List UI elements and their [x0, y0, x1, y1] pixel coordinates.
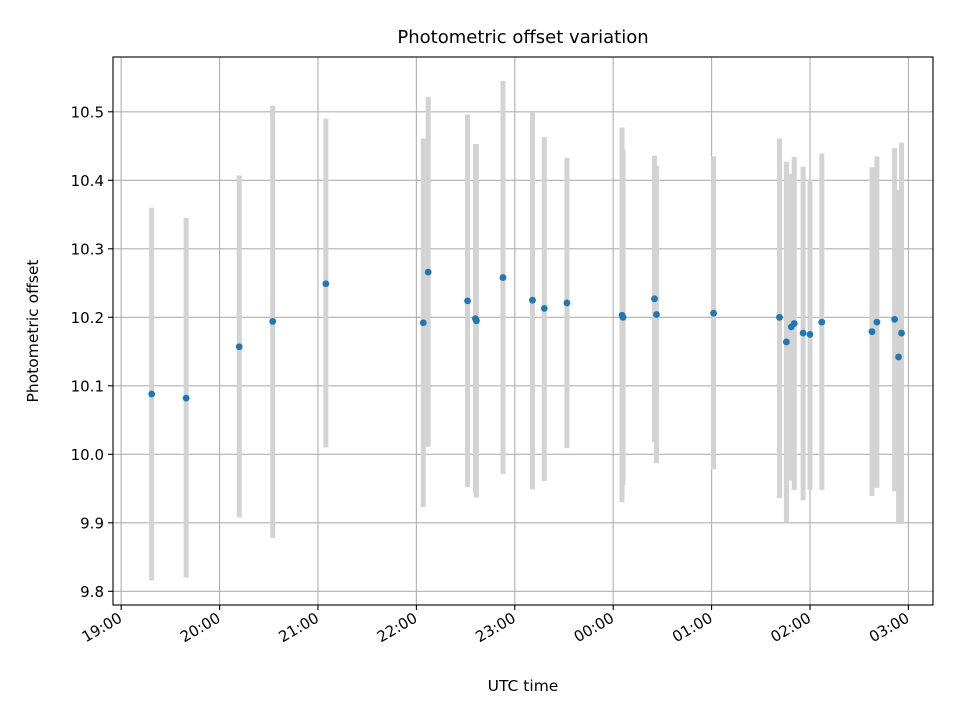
- data-point: [182, 394, 190, 402]
- data-point: [806, 331, 814, 338]
- y-axis-label: Photometric offset: [24, 260, 42, 403]
- data-point: [868, 328, 876, 336]
- y-tick-label: 10.2: [71, 309, 104, 327]
- y-tick-label: 10.1: [71, 377, 104, 395]
- data-point: [782, 338, 790, 346]
- data-point: [148, 390, 156, 398]
- y-tick-label: 10.0: [71, 446, 104, 464]
- data-point: [873, 318, 881, 326]
- data-point: [653, 311, 660, 318]
- plot-area-frame: [112, 56, 934, 606]
- data-point: [540, 304, 548, 312]
- data-point: [710, 309, 717, 317]
- data-point: [895, 353, 902, 361]
- y-tick-label: 10.5: [71, 103, 104, 121]
- chart-title: Photometric offset variation: [397, 27, 648, 48]
- data-point: [563, 299, 571, 307]
- data-point: [818, 318, 826, 326]
- data-point: [473, 317, 480, 325]
- data-point: [269, 318, 277, 325]
- data-point: [419, 319, 427, 327]
- data-point: [424, 268, 432, 276]
- data-point: [651, 295, 658, 303]
- y-tick-label: 10.4: [71, 172, 104, 190]
- y-tick-label: 9.9: [80, 514, 104, 532]
- x-axis-label: UTC time: [488, 677, 559, 695]
- data-point: [235, 343, 243, 351]
- data-point: [790, 320, 798, 327]
- data-point: [464, 297, 471, 305]
- data-point: [898, 329, 905, 337]
- data-point: [799, 329, 807, 337]
- data-point: [499, 274, 507, 281]
- data-point: [891, 315, 899, 323]
- y-tick-label: 9.8: [80, 583, 104, 601]
- y-axis-ticks: 9.8 9.9 10.0 10.1 10.2 10.3 10.4 10.5: [71, 103, 113, 601]
- data-point: [619, 313, 627, 321]
- data-point: [776, 313, 783, 321]
- data-point: [322, 280, 330, 288]
- data-points: [148, 268, 905, 402]
- y-tick-label: 10.3: [71, 240, 104, 258]
- data-point: [529, 296, 536, 304]
